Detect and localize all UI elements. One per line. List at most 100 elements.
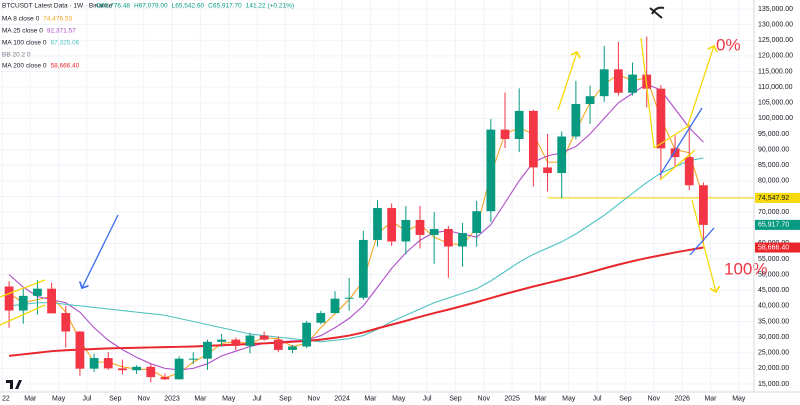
candle-body [571, 104, 581, 137]
y-tick-label: 50,000.00 [758, 271, 789, 278]
candle-body [47, 288, 56, 314]
x-tick-label: 2024 [334, 395, 350, 402]
x-tick-label: Jul [253, 395, 262, 402]
y-tick-label: 70,000.00 [758, 209, 789, 216]
x-tick-label: Sep [619, 395, 632, 402]
candle-body [61, 313, 71, 332]
trend-line [659, 149, 696, 181]
trend-line [0, 279, 46, 298]
candle-body [316, 313, 326, 323]
y-tick-label: 45,000.00 [758, 287, 789, 294]
candle-body [528, 110, 538, 168]
candle-body [160, 377, 170, 380]
y-tick-label: 100,000.00 [758, 115, 793, 122]
x-tick-label: 2023 [164, 395, 180, 402]
candle-body [684, 157, 694, 186]
y-tick-label: 105,000.00 [758, 100, 793, 107]
x-tick-label: May [52, 395, 66, 402]
x-tick-label: Sep [109, 395, 122, 402]
trend-line [0, 304, 46, 326]
ma-line [8, 83, 704, 371]
y-tick-label: 115,000.00 [758, 68, 793, 75]
tv-logo [6, 380, 22, 389]
x-tick-label: Nov [648, 395, 661, 402]
candle-body [33, 288, 42, 296]
x-tick-label: Jul [83, 395, 92, 402]
candle-body [500, 129, 510, 139]
x-tick-label: May [732, 395, 746, 402]
candle-body [656, 88, 666, 149]
y-tick-label: 135,000.00 [758, 6, 793, 13]
candle-body [472, 211, 482, 234]
y-tick-label: 20,000.00 [758, 365, 789, 372]
x-tick-label: Sep [279, 395, 292, 402]
price-tag-label: 74,547.92 [758, 195, 789, 202]
y-tick-label: 25,000.00 [758, 350, 789, 357]
x-tick-label: Mar [704, 395, 717, 402]
arrow [82, 214, 119, 288]
x-tick-label: 2025 [504, 395, 520, 402]
candle-body [401, 219, 411, 242]
annotation: 100% [724, 259, 767, 278]
candle-body [415, 219, 425, 235]
candle-body [699, 185, 708, 225]
candle-body [245, 335, 255, 346]
candle-body [217, 339, 227, 342]
x-tick-label: 2026 [674, 395, 690, 402]
x-tick-label: Mar [364, 395, 377, 402]
candle-body [4, 286, 14, 311]
x-tick-label: Mar [24, 395, 37, 402]
x-tick-label: Nov [137, 395, 150, 402]
candle-body [273, 339, 283, 350]
candle-body [330, 298, 340, 314]
x-tick-label: 22 [2, 395, 10, 402]
ma-line [8, 74, 704, 379]
ohlc-readout: 141.22 (+0.21%) [246, 3, 294, 10]
bb-legend: BB 20 2 0 [2, 52, 31, 59]
candle-body [628, 74, 637, 93]
legend-value: 74,476.53 [43, 16, 72, 23]
candle-body [75, 331, 85, 369]
candle-body [118, 368, 127, 371]
candle-body [486, 129, 496, 212]
candle-body [599, 69, 609, 97]
price-tag-label: 65,917.70 [758, 222, 789, 229]
x-tick-label: May [562, 395, 576, 402]
ohlc-readout: O65,776.48 [96, 3, 130, 10]
trend-line [689, 227, 715, 256]
candle-body [103, 358, 113, 369]
candle-body [132, 366, 142, 371]
candle-body [429, 229, 439, 235]
candle-body [188, 358, 198, 360]
grid [0, 0, 754, 392]
y-tick-label: 120,000.00 [758, 53, 793, 60]
legend-value: 87,325.06 [50, 40, 79, 47]
legend-value: 92,371.57 [47, 28, 76, 35]
legend-name: MA 100 close 0 [2, 40, 47, 47]
chart-title: BTCUSDT Latest Data · 1W · Binance [2, 3, 113, 10]
price-tags: 74,547.92 65,917.70 58,666.40 [755, 192, 800, 253]
candle-body [443, 229, 453, 247]
ohlc-readout: H67,079.00 [134, 3, 168, 10]
candle-body [358, 239, 368, 298]
arrow [686, 46, 714, 129]
candle-body [557, 136, 567, 174]
y-tick-label: 130,000.00 [758, 21, 793, 28]
candle-body [146, 366, 156, 378]
candle-body [458, 233, 467, 247]
candle-body [373, 208, 382, 240]
candle-body [302, 322, 312, 347]
ma-line [8, 246, 704, 357]
candle-body [18, 295, 28, 311]
arrow [557, 52, 577, 111]
legend-name: MA 25 close 0 [2, 28, 43, 35]
ohlc-readout: L65,542.60 [172, 3, 205, 10]
candle-body [174, 358, 184, 380]
candle-body [259, 335, 269, 340]
annotation: 0% [716, 35, 741, 54]
ma-line [9, 157, 704, 343]
x-tick-label: Jul [423, 395, 432, 402]
